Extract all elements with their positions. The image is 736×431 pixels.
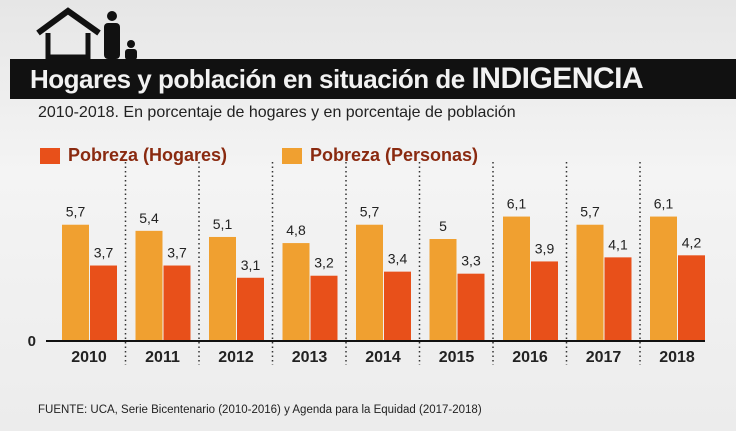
bar-2018-hogares bbox=[678, 255, 705, 341]
data-label: 5,7 bbox=[580, 204, 600, 220]
data-label: 5,7 bbox=[360, 204, 380, 220]
legend-personas: Pobreza (Personas) bbox=[282, 145, 478, 166]
x-tick-label: 2017 bbox=[586, 349, 622, 366]
bar-2012-personas bbox=[209, 236, 236, 341]
bar-2013-personas bbox=[282, 243, 310, 341]
data-label: 3,4 bbox=[388, 251, 408, 267]
data-label: 3,7 bbox=[94, 245, 114, 261]
bar-2017-hogares bbox=[604, 257, 632, 341]
x-tick-label: 2015 bbox=[439, 349, 475, 366]
bar-2011-personas bbox=[135, 230, 163, 341]
x-tick-label: 2013 bbox=[292, 349, 328, 366]
source-note: FUENTE: UCA, Serie Bicentenario (2010-20… bbox=[38, 404, 482, 416]
x-tick-label: 2011 bbox=[145, 349, 180, 366]
data-label: 4,8 bbox=[286, 222, 306, 238]
data-label: 3,1 bbox=[241, 257, 261, 273]
data-label: 5,7 bbox=[66, 204, 86, 220]
bar-2013-hogares bbox=[310, 275, 338, 341]
x-tick-label: 2016 bbox=[512, 349, 548, 366]
chart-title: Hogares y población en situación de INDI… bbox=[30, 62, 644, 95]
data-label: 3,7 bbox=[167, 245, 187, 261]
bar-2014-personas bbox=[356, 224, 383, 341]
data-label: 5 bbox=[439, 218, 447, 234]
x-tick-label: 2010 bbox=[71, 349, 107, 366]
chart-subtitle: 2010-2018. En porcentaje de hogares y en… bbox=[38, 104, 516, 121]
x-tick-label: 2014 bbox=[365, 349, 401, 366]
bar-2016-hogares bbox=[531, 261, 558, 341]
data-label: 3,3 bbox=[461, 253, 481, 269]
legend-hogares: Pobreza (Hogares) bbox=[40, 145, 227, 166]
bar-2011-hogares bbox=[163, 265, 191, 341]
bar-2010-personas bbox=[62, 224, 89, 341]
data-label: 6,1 bbox=[654, 196, 674, 212]
data-label: 4,1 bbox=[608, 236, 628, 252]
bar-2018-personas bbox=[650, 216, 677, 341]
data-label: 5,4 bbox=[139, 210, 159, 226]
x-tick-label: 2012 bbox=[218, 349, 254, 366]
bar-2017-personas bbox=[576, 224, 604, 341]
title-bar bbox=[10, 59, 736, 99]
bar-2010-hogares bbox=[90, 265, 117, 341]
data-label: 4,2 bbox=[682, 234, 702, 250]
y-tick-label: 0 bbox=[28, 333, 36, 350]
x-tick-label: 2018 bbox=[659, 349, 695, 366]
bar-2016-personas bbox=[503, 216, 530, 341]
bar-2015-personas bbox=[429, 239, 457, 341]
bar-2015-hogares bbox=[457, 273, 485, 341]
bar-2012-hogares bbox=[237, 277, 264, 341]
house-family-icon bbox=[36, 7, 137, 60]
data-label: 3,2 bbox=[314, 255, 334, 271]
data-label: 3,9 bbox=[535, 240, 555, 256]
bar-2014-hogares bbox=[384, 271, 411, 341]
data-label: 6,1 bbox=[507, 196, 527, 212]
data-label: 5,1 bbox=[213, 216, 233, 232]
